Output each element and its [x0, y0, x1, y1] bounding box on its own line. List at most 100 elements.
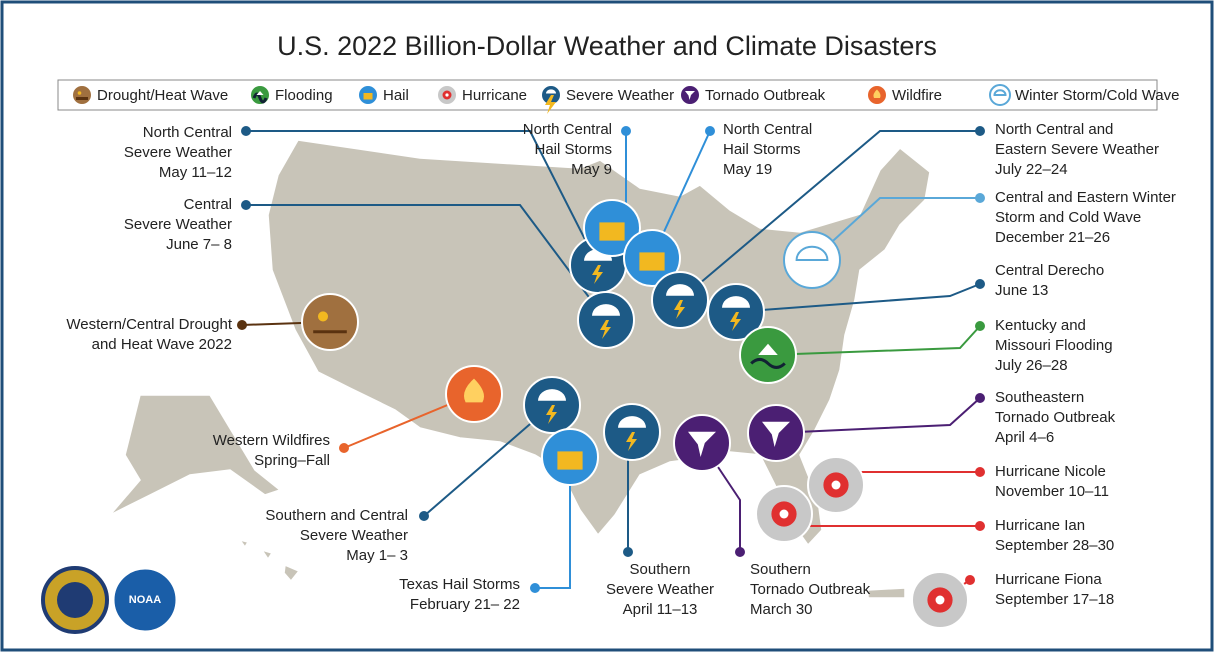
- event-label: May 19: [723, 161, 772, 178]
- event-label: Severe Weather: [124, 144, 232, 161]
- leader-line: [679, 130, 980, 301]
- event-label: April 11–13: [623, 601, 698, 618]
- alaska: [109, 394, 282, 516]
- severe-cloud: [546, 89, 556, 94]
- event-label: Kentucky and: [995, 317, 1086, 334]
- event-label: Missouri Flooding: [995, 337, 1113, 354]
- event-label: June 7– 8: [166, 236, 232, 253]
- event-label: November 10–11: [995, 483, 1109, 500]
- severe-bolt: [600, 320, 611, 339]
- event-label: Southeastern: [995, 389, 1084, 406]
- icon-drought: [71, 84, 93, 106]
- event-label: Hail Storms: [534, 141, 612, 158]
- legend-label: Severe Weather: [566, 87, 674, 104]
- flood-house: [256, 91, 264, 95]
- tornado-funnel: [762, 421, 790, 447]
- event-label: North Central: [723, 121, 812, 138]
- severe-cloud: [538, 389, 566, 401]
- leader-dot: [419, 511, 429, 521]
- hurricane-eye: [779, 509, 789, 519]
- event-label: Hurricane Ian: [995, 517, 1085, 534]
- leader-dot: [530, 583, 540, 593]
- leader-line: [775, 397, 981, 434]
- event-label: Storm and Cold Wave: [995, 209, 1141, 226]
- leader-dot: [975, 321, 985, 331]
- severe-bolt: [545, 95, 556, 114]
- leader-dot: [237, 320, 247, 330]
- event-label: December 21–26: [995, 229, 1110, 246]
- event-label: Western Wildfires: [213, 432, 330, 449]
- seals: NOAA: [41, 566, 179, 634]
- flood-waves: [750, 357, 786, 369]
- winter-cloud: [795, 245, 829, 261]
- event-label: Southern: [630, 561, 691, 578]
- leader-dot: [339, 443, 349, 453]
- event-label: North Central: [523, 121, 612, 138]
- leader-dot: [975, 193, 985, 203]
- leader-dot: [621, 126, 631, 136]
- leader-dot: [975, 279, 985, 289]
- leader-dot: [241, 200, 251, 210]
- leader-line: [767, 325, 981, 356]
- leader-dot: [975, 467, 985, 477]
- event-label: Southern: [750, 561, 811, 578]
- event-label: July 22–24: [995, 161, 1068, 178]
- event-label: April 4–6: [995, 429, 1054, 446]
- flood-house: [758, 343, 778, 355]
- hail-house: [639, 252, 665, 271]
- flood-waves: [252, 92, 268, 104]
- leader-line: [246, 130, 599, 266]
- event-label: May 9: [571, 161, 612, 178]
- event-label: September 28–30: [995, 537, 1114, 554]
- event-label: Hurricane Nicole: [995, 463, 1106, 480]
- event-label: Central: [184, 196, 232, 213]
- event-label: Severe Weather: [124, 216, 232, 233]
- leader-dot: [975, 393, 985, 403]
- severe-cloud: [722, 296, 750, 308]
- event-label: Western/Central Drought: [66, 316, 232, 333]
- event-label: North Central: [143, 124, 232, 141]
- legend-label: Hail: [383, 87, 409, 104]
- tornado-funnel: [685, 91, 695, 100]
- title: U.S. 2022 Billion-Dollar Weather and Cli…: [277, 31, 937, 61]
- event-label: June 13: [995, 282, 1048, 299]
- severe-bolt: [730, 312, 741, 331]
- legend-label: Tornado Outbreak: [705, 87, 826, 104]
- event-label: May 1– 3: [346, 547, 408, 564]
- event-label: Tornado Outbreak: [750, 581, 871, 598]
- leader-dot: [975, 126, 985, 136]
- leader-dot: [735, 547, 745, 557]
- event-label: Central and Eastern Winter: [995, 189, 1176, 206]
- severe-cloud: [592, 304, 620, 316]
- severe-bolt: [546, 405, 557, 424]
- puerto-rico: [867, 587, 906, 599]
- noaa-seal: [111, 566, 179, 634]
- drought-sun: [77, 91, 82, 95]
- event-label: September 17–18: [995, 591, 1114, 608]
- event-label: Spring–Fall: [254, 452, 330, 469]
- event-label: Texas Hail Storms: [399, 576, 520, 593]
- leader-line: [735, 283, 981, 313]
- hail-house: [599, 222, 625, 241]
- leader-dot: [965, 575, 975, 585]
- legend-label: Hurricane: [462, 87, 527, 104]
- event-label: May 11–12: [159, 164, 232, 181]
- event-label: Southern and Central: [265, 507, 408, 524]
- leader-dot: [623, 547, 633, 557]
- event-label: North Central and: [995, 121, 1113, 138]
- event-label: March 30: [750, 601, 813, 618]
- hawaii: [238, 538, 301, 583]
- event-label: Hurricane Fiona: [995, 571, 1102, 588]
- event-label: and Heat Wave 2022: [92, 336, 232, 353]
- legend-label: Flooding: [275, 87, 333, 104]
- event-label: Eastern Severe Weather: [995, 141, 1159, 158]
- winter-cloud: [993, 89, 1007, 96]
- severe-bolt: [674, 300, 685, 319]
- severe-bolt: [626, 432, 637, 451]
- leader-dot: [975, 521, 985, 531]
- legend-box: [57, 79, 1158, 111]
- event-label: Severe Weather: [300, 527, 408, 544]
- legend-label: Drought/Heat Wave: [97, 87, 228, 104]
- event-label: February 21– 22: [410, 596, 520, 613]
